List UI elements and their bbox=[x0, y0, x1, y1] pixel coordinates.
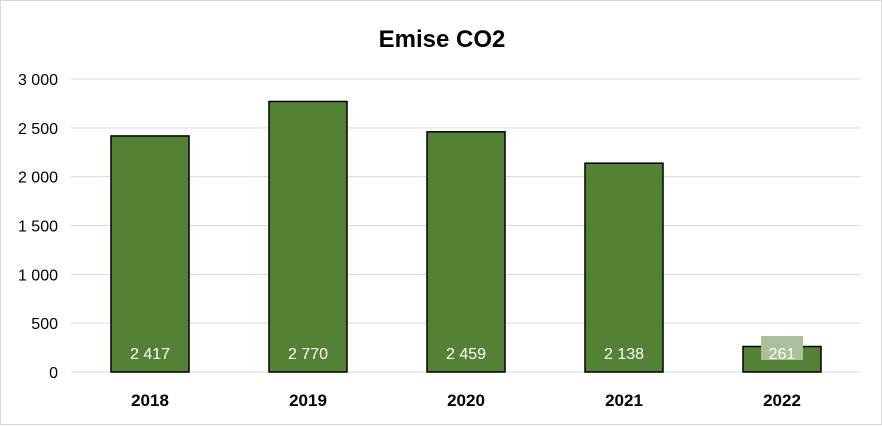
x-tick-label: 2020 bbox=[447, 391, 485, 410]
x-tick-label: 2019 bbox=[289, 391, 327, 410]
y-tick-label: 3 000 bbox=[18, 72, 58, 89]
data-label-2022: 261 bbox=[769, 346, 796, 363]
y-tick-label: 2 500 bbox=[18, 121, 58, 138]
x-tick-label: 2022 bbox=[763, 391, 801, 410]
x-tick-label: 2021 bbox=[605, 391, 643, 410]
y-tick-label: 2 000 bbox=[18, 170, 58, 187]
bars bbox=[110, 100, 822, 373]
y-tick-label: 1 000 bbox=[18, 267, 58, 284]
y-tick-label: 1 500 bbox=[18, 219, 58, 236]
data-labels: 2 417 2 770 2 459 2 138 261 bbox=[130, 336, 803, 363]
y-tick-label: 0 bbox=[49, 365, 58, 382]
data-label-2019: 2 770 bbox=[288, 346, 328, 363]
y-axis-ticks: 0 500 1 000 1 500 2 000 2 500 3 000 bbox=[18, 72, 58, 382]
bar-2020 bbox=[426, 131, 506, 373]
x-axis-ticks: 2018 2019 2020 2021 2022 bbox=[131, 391, 801, 410]
data-label-highlight bbox=[761, 336, 803, 360]
x-tick-label: 2018 bbox=[131, 391, 169, 410]
bar-2021 bbox=[584, 162, 664, 373]
bar-2019 bbox=[268, 100, 348, 373]
chart-title: Emise CO2 bbox=[379, 26, 506, 53]
y-tick-label: 500 bbox=[31, 316, 58, 333]
data-label-2021: 2 138 bbox=[604, 346, 644, 363]
data-label-2018: 2 417 bbox=[130, 346, 170, 363]
bar-2018 bbox=[110, 135, 190, 373]
data-label-2020: 2 459 bbox=[446, 346, 486, 363]
